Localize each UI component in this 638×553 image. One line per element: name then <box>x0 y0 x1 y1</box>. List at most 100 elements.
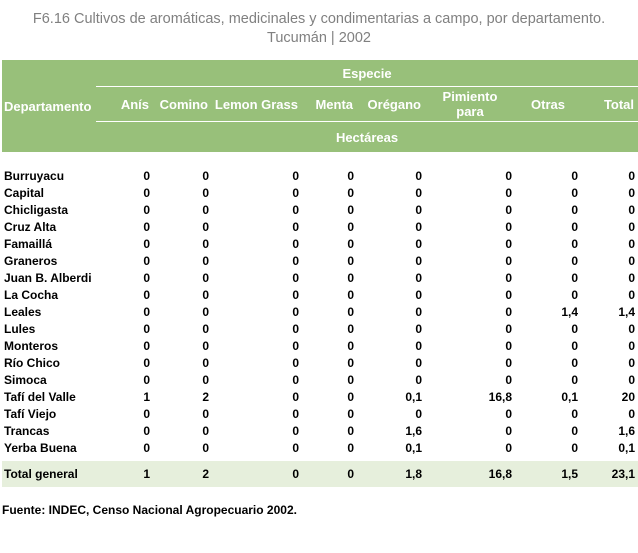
row-value: 0 <box>202 219 209 234</box>
row-value: 0 <box>202 372 209 387</box>
row-value: 20 <box>621 389 636 404</box>
row-value: 1,6 <box>618 423 636 438</box>
table-row: Famaillá 0 0 0 0 0 0 0 0 <box>2 235 638 252</box>
row-departamento: Juan B. Alberdi <box>4 270 92 285</box>
row-value: 0 <box>143 406 150 421</box>
row-value: 0 <box>505 253 512 268</box>
row-value: 0 <box>202 321 209 336</box>
header-especie: Especie <box>96 60 638 87</box>
row-value: 0 <box>505 219 512 234</box>
row-value: 0 <box>628 355 636 370</box>
row-value: 0 <box>571 236 578 251</box>
row-value: 0 <box>571 372 578 387</box>
row-value: 0 <box>202 440 209 455</box>
row-value: 0 <box>292 338 299 353</box>
row-value: 0 <box>628 219 636 234</box>
row-value: 0 <box>292 389 299 404</box>
header-col-comino: Comino <box>153 86 212 122</box>
table-row: Río Chico 0 0 0 0 0 0 0 0 <box>2 354 638 371</box>
table-row: Burruyacu 0 0 0 0 0 0 0 0 <box>2 167 638 184</box>
row-value: 0 <box>143 355 150 370</box>
header-col-anis: Anís <box>96 86 153 122</box>
row-value: 0 <box>202 304 209 319</box>
row-value: 1,4 <box>618 304 636 319</box>
row-value: 0 <box>505 338 512 353</box>
row-value: 0 <box>347 338 354 353</box>
row-departamento: Tafí del Valle <box>4 389 76 404</box>
row-value: 0 <box>292 355 299 370</box>
table-body: Burruyacu 0 0 0 0 0 0 0 0 Capital 0 0 0 0 0 0 0 0 Chicliga… <box>2 152 638 487</box>
row-value: 0 <box>202 423 209 438</box>
row-value: 0 <box>292 236 299 251</box>
total-value: 1,5 <box>515 461 581 487</box>
row-value: 0 <box>505 355 512 370</box>
row-value: 0 <box>347 219 354 234</box>
row-value: 0 <box>143 372 150 387</box>
row-value: 0 <box>292 185 299 200</box>
row-value: 0 <box>571 423 578 438</box>
row-value: 0 <box>571 355 578 370</box>
row-value: 1,4 <box>561 304 578 319</box>
table-row: Graneros 0 0 0 0 0 0 0 0 <box>2 252 638 269</box>
row-value: 0 <box>202 253 209 268</box>
row-value: 0 <box>571 219 578 234</box>
row-value: 0 <box>347 236 354 251</box>
row-value: 0 <box>143 440 150 455</box>
row-value: 0 <box>571 253 578 268</box>
row-value: 0 <box>415 185 422 200</box>
row-value: 0 <box>505 270 512 285</box>
row-value: 0,1 <box>405 440 422 455</box>
row-value: 0 <box>628 338 636 353</box>
table-row: Trancas 0 0 0 0 1,6 0 0 1,6 <box>2 422 638 439</box>
row-value: 0 <box>505 304 512 319</box>
row-value: 0 <box>143 219 150 234</box>
row-value: 0 <box>292 406 299 421</box>
row-value: 0 <box>292 304 299 319</box>
header-col-otras: Otras <box>515 86 581 122</box>
total-value: 0 <box>212 461 302 487</box>
row-value: 0 <box>415 202 422 217</box>
row-value: 0 <box>347 287 354 302</box>
row-value: 0 <box>202 236 209 251</box>
total-value: 1,8 <box>357 461 425 487</box>
row-value: 0 <box>571 287 578 302</box>
table-header: Departamento Especie Anís Comino Lemon G… <box>2 60 638 152</box>
row-value: 0 <box>505 287 512 302</box>
row-value: 0 <box>628 168 636 183</box>
total-value: 0 <box>302 461 357 487</box>
row-value: 0 <box>505 185 512 200</box>
title-line-1: F6.16 Cultivos de aromáticas, medicinale… <box>32 11 606 27</box>
row-value: 0 <box>143 423 150 438</box>
row-value: 0 <box>202 168 209 183</box>
row-value: 0 <box>202 338 209 353</box>
row-value: 0 <box>292 219 299 234</box>
row-value: 0,1 <box>405 389 422 404</box>
total-value: 2 <box>153 461 212 487</box>
row-value: 0 <box>347 270 354 285</box>
row-value: 0 <box>415 372 422 387</box>
row-value: 0 <box>415 236 422 251</box>
row-departamento: Cruz Alta <box>4 219 57 234</box>
row-value: 0 <box>415 219 422 234</box>
row-value: 0 <box>292 372 299 387</box>
row-value: 0 <box>415 321 422 336</box>
row-value: 0 <box>571 338 578 353</box>
row-value: 0 <box>628 253 636 268</box>
row-value: 0 <box>292 321 299 336</box>
row-value: 0 <box>628 406 636 421</box>
table-row: Capital 0 0 0 0 0 0 0 0 <box>2 184 638 201</box>
row-departamento: Río Chico <box>4 355 60 370</box>
row-value: 0 <box>347 253 354 268</box>
header-hectareas: Hectáreas <box>96 121 638 152</box>
data-table: Departamento Especie Anís Comino Lemon G… <box>2 60 638 487</box>
table-row: Tafí Viejo 0 0 0 0 0 0 0 0 <box>2 405 638 422</box>
total-value: 23,1 <box>581 461 638 487</box>
row-value: 0 <box>415 338 422 353</box>
row-departamento: Trancas <box>4 423 50 438</box>
row-value: 0 <box>571 202 578 217</box>
row-value: 0 <box>347 372 354 387</box>
row-departamento: Graneros <box>4 253 58 268</box>
row-value: 0 <box>347 168 354 183</box>
row-departamento: Lules <box>4 321 36 336</box>
header-col-pimiento: Pimiento para <box>425 86 515 122</box>
